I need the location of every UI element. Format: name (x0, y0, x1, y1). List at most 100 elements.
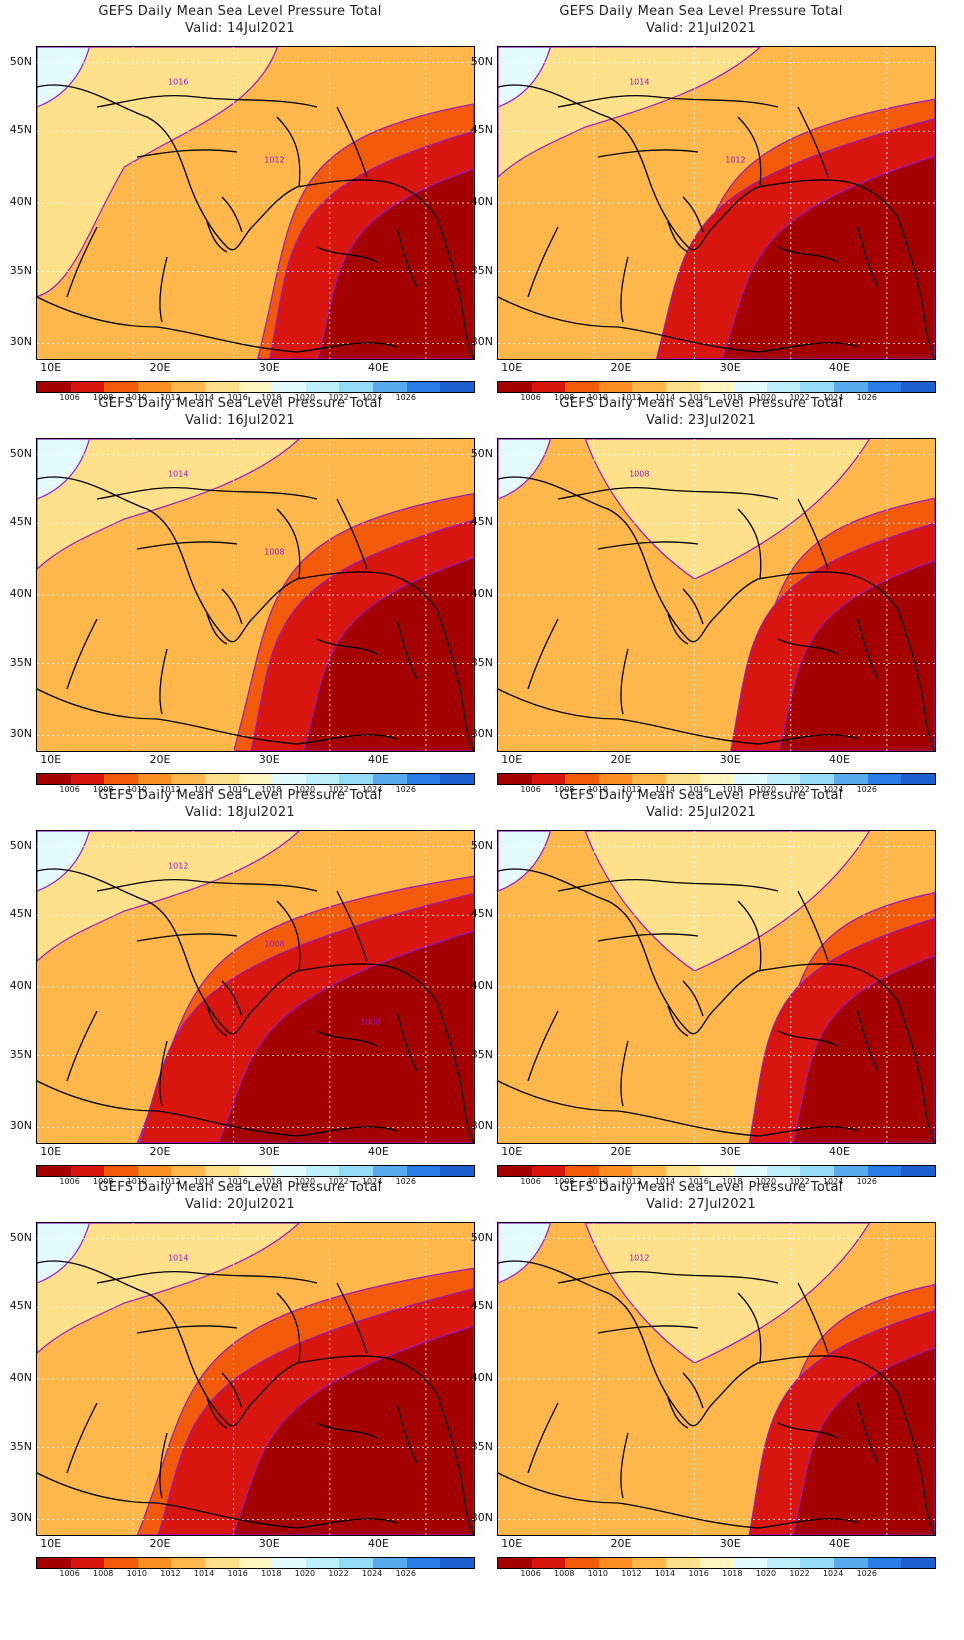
colorbar-label: 1006 (59, 785, 80, 794)
coastline (667, 196, 704, 253)
coastline (276, 498, 368, 580)
colorbar-swatch (867, 1558, 902, 1568)
coastline (667, 588, 704, 645)
colorbar-swatch (699, 774, 734, 784)
colorbar-swatch (565, 774, 599, 784)
colorbar-label: 1008 (93, 785, 114, 794)
map-panel: GEFS Daily Mean Sea Level Pressure Total… (0, 0, 480, 410)
coastline (96, 878, 318, 942)
latitude-label: 30N (470, 1119, 493, 1133)
contour-label: 1012 (264, 155, 284, 164)
colorbar-swatch (205, 1558, 239, 1568)
panel-valid-date: Valid: 23Jul2021 (646, 413, 756, 428)
colorbar-label: 1024 (361, 1177, 383, 1186)
colorbar-swatch (901, 1166, 935, 1176)
coastline (206, 980, 243, 1037)
longitude-label: 30E (719, 753, 741, 766)
coastline (436, 1392, 474, 1535)
latitude-label: 30N (9, 1119, 32, 1133)
longitude-label: 40E (368, 361, 389, 374)
colorbar-swatch (766, 774, 801, 784)
coastline (498, 476, 714, 643)
latitude-label: 35N (470, 1439, 493, 1453)
colorbar-swatch (498, 1166, 532, 1176)
coastline (498, 688, 859, 745)
colorbar-label: 1012 (621, 1569, 642, 1578)
colorbar-label: 1022 (328, 1177, 349, 1186)
colorbar-swatch (205, 382, 239, 392)
colorbar-swatch (632, 774, 667, 784)
latitude-label: 35N (9, 263, 32, 277)
coastline (777, 226, 879, 288)
colorbar-label: 1008 (554, 1569, 575, 1578)
latitude-label: 40N (470, 1371, 493, 1384)
colorbar-swatch (666, 1558, 700, 1568)
panel-title: GEFS Daily Mean Sea Level Pressure Total (98, 1180, 382, 1195)
colorbar-swatch (440, 1558, 474, 1568)
coastline (737, 1282, 829, 1364)
longitude-label: 40E (829, 1537, 850, 1550)
panel-valid-date: Valid: 25Jul2021 (646, 805, 756, 820)
colorbar-swatch (834, 1558, 868, 1568)
coastline (498, 296, 859, 353)
colorbar-label: 1010 (587, 1569, 609, 1578)
latitude-label: 45N (9, 123, 32, 137)
colorbar (497, 773, 936, 785)
high-pressure-core (37, 47, 91, 108)
longitude-label: 10E (40, 1537, 62, 1550)
contour-label: 1008 (264, 939, 284, 948)
colorbar-swatch (406, 382, 441, 392)
colorbar-swatch (238, 774, 273, 784)
colorbar (497, 381, 936, 393)
colorbar-swatch (104, 774, 138, 784)
coastline (737, 498, 829, 580)
colorbar-label: 1016 (688, 1177, 709, 1186)
coastline (498, 1260, 714, 1427)
colorbar-swatch (531, 1558, 566, 1568)
latitude-label: 50N (470, 1230, 493, 1244)
colorbar-swatch (406, 1558, 441, 1568)
high-pressure-core (498, 831, 552, 892)
high-pressure-area (584, 1223, 871, 1364)
longitude-label: 30E (258, 1145, 280, 1158)
coastline (37, 688, 398, 745)
latitude-label: 30N (9, 1511, 32, 1525)
coastline (37, 84, 253, 251)
longitude-label: 40E (368, 1537, 389, 1550)
coastline (557, 878, 779, 942)
colorbar-label: 1024 (822, 393, 844, 402)
colorbar-label: 1008 (93, 1569, 114, 1578)
colorbar-label: 1026 (395, 785, 416, 794)
colorbar-label: 1018 (261, 1569, 282, 1578)
colorbar-swatch (766, 1558, 801, 1568)
map-panel: GEFS Daily Mean Sea Level Pressure Total… (0, 1176, 480, 1586)
latitude-label: 40N (470, 979, 493, 992)
coastline (667, 980, 704, 1037)
colorbar-label: 1022 (789, 1177, 810, 1186)
coastline (498, 1472, 859, 1529)
colorbar-label: 1012 (160, 1177, 181, 1186)
coastline (737, 890, 829, 972)
longitude-label: 40E (829, 753, 850, 766)
colorbar-swatch (632, 1166, 667, 1176)
panel-title: GEFS Daily Mean Sea Level Pressure Total (559, 4, 843, 19)
colorbar-swatch (867, 382, 902, 392)
colorbar-label: 1012 (160, 785, 181, 794)
colorbar-swatch (171, 382, 206, 392)
low-pressure-core (792, 955, 935, 1143)
coastline (897, 216, 935, 359)
colorbar-swatch (531, 382, 566, 392)
low-pressure-core (217, 930, 474, 1143)
colorbar-swatch (565, 1166, 599, 1176)
latitude-label: 40N (9, 1371, 32, 1384)
low-pressure-core (231, 1325, 474, 1535)
latitude-label: 45N (470, 1299, 493, 1313)
colorbar-swatch (498, 382, 532, 392)
colorbar-label: 1022 (328, 785, 349, 794)
contour-label: 1012 (725, 155, 745, 164)
colorbar-swatch (440, 382, 474, 392)
colorbar-label: 1018 (722, 393, 743, 402)
colorbar (36, 773, 475, 785)
colorbar-swatch (104, 1166, 138, 1176)
high-pressure-core (498, 47, 552, 108)
